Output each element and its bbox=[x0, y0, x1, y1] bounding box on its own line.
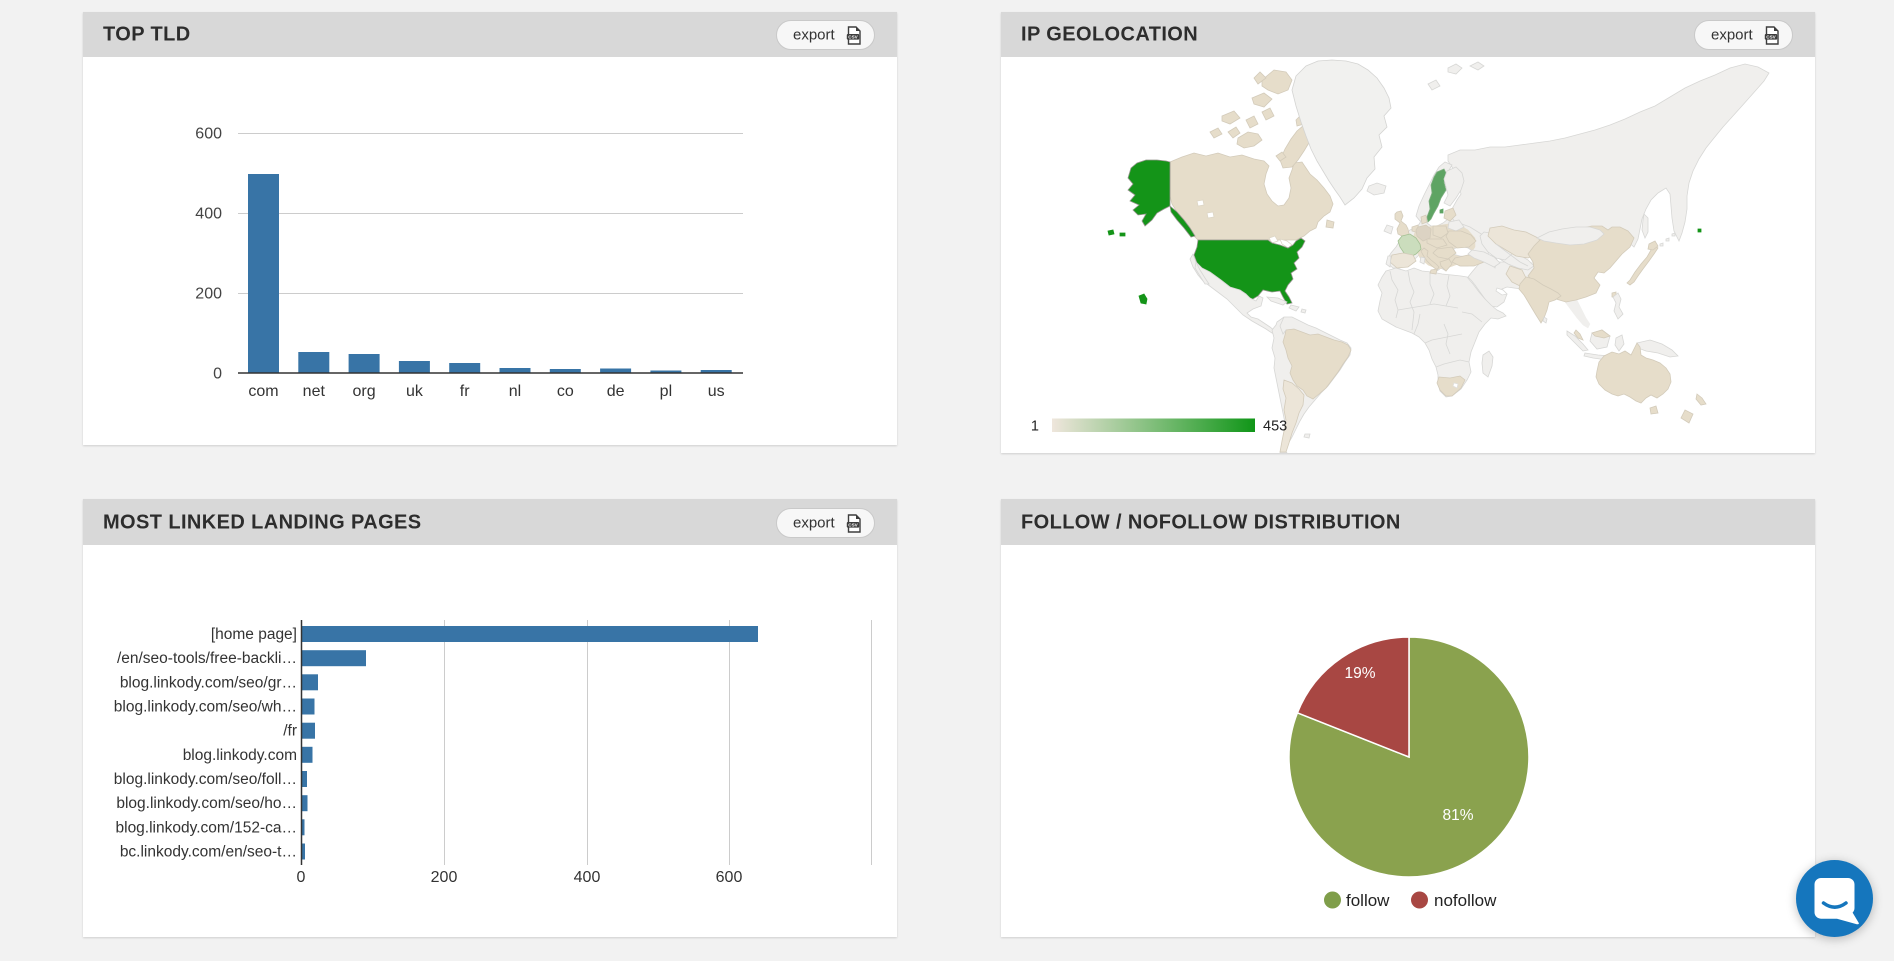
svg-text:19%: 19% bbox=[1344, 665, 1375, 682]
svg-text:blog.linkody.com/seo/gr…: blog.linkody.com/seo/gr… bbox=[120, 674, 297, 691]
svg-text:0: 0 bbox=[297, 869, 306, 886]
svg-text:600: 600 bbox=[195, 126, 222, 143]
svg-text:[home page]: [home page] bbox=[211, 626, 297, 643]
svg-text:blog.linkody.com/seo/foll…: blog.linkody.com/seo/foll… bbox=[114, 771, 297, 788]
svg-text:nofollow: nofollow bbox=[1434, 891, 1497, 910]
svg-text:453: 453 bbox=[1263, 419, 1287, 435]
svg-text:CSV: CSV bbox=[1766, 35, 1776, 40]
svg-text:1: 1 bbox=[1031, 419, 1039, 435]
svg-text:de: de bbox=[607, 383, 625, 400]
svg-text:bc.linkody.com/en/seo-t…: bc.linkody.com/en/seo-t… bbox=[120, 844, 297, 861]
svg-text:nl: nl bbox=[509, 383, 521, 400]
svg-text:0: 0 bbox=[213, 366, 222, 383]
svg-text:/fr: /fr bbox=[283, 723, 297, 740]
svg-text:400: 400 bbox=[574, 869, 601, 886]
svg-text:pl: pl bbox=[660, 383, 672, 400]
svg-text:com: com bbox=[248, 383, 278, 400]
svg-text:us: us bbox=[708, 383, 725, 400]
svg-text:blog.linkody.com/seo/ho…: blog.linkody.com/seo/ho… bbox=[116, 795, 297, 812]
svg-text:/en/seo-tools/free-backli…: /en/seo-tools/free-backli… bbox=[117, 650, 297, 667]
svg-text:200: 200 bbox=[195, 286, 222, 303]
svg-text:81%: 81% bbox=[1442, 807, 1473, 824]
svg-text:blog.linkody.com: blog.linkody.com bbox=[183, 747, 297, 764]
svg-text:org: org bbox=[353, 383, 376, 400]
svg-text:follow: follow bbox=[1346, 891, 1390, 910]
svg-text:600: 600 bbox=[716, 869, 743, 886]
svg-text:200: 200 bbox=[431, 869, 458, 886]
svg-text:blog.linkody.com/152-ca…: blog.linkody.com/152-ca… bbox=[116, 819, 298, 836]
svg-text:co: co bbox=[557, 383, 574, 400]
svg-text:CSV: CSV bbox=[848, 523, 858, 528]
svg-text:blog.linkody.com/seo/wh…: blog.linkody.com/seo/wh… bbox=[114, 699, 297, 716]
svg-text:CSV: CSV bbox=[848, 35, 858, 40]
svg-text:uk: uk bbox=[406, 383, 424, 400]
svg-text:fr: fr bbox=[460, 383, 470, 400]
svg-text:400: 400 bbox=[195, 206, 222, 223]
svg-text:net: net bbox=[303, 383, 326, 400]
